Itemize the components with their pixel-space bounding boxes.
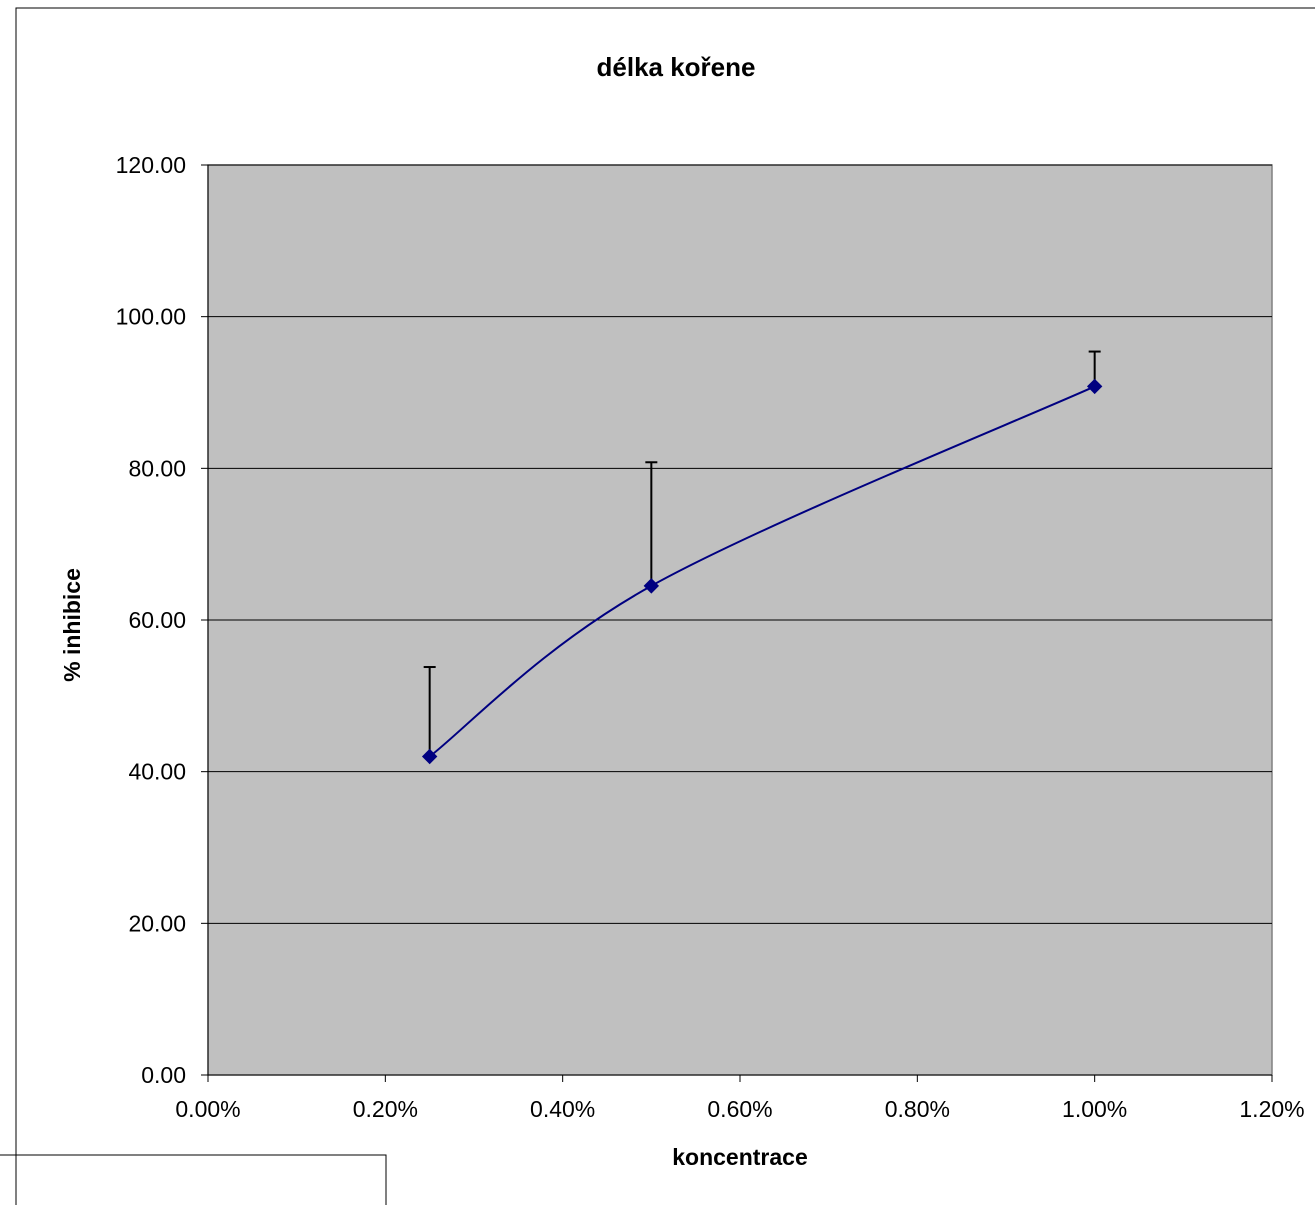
series-line (429, 385, 1096, 758)
x-axis-label: koncentrace (672, 1144, 808, 1170)
x-tick-label: 1.20% (1239, 1096, 1304, 1122)
data-point-marker (643, 578, 660, 594)
x-tick-label: 0.40% (530, 1096, 595, 1122)
error-bars (423, 350, 1101, 757)
chart-title: délka kořene (597, 52, 756, 82)
y-tick-label: 0.00 (141, 1062, 186, 1088)
y-tick-label: 20.00 (128, 910, 186, 936)
x-tick-label: 1.00% (1062, 1096, 1127, 1122)
x-tick-label: 0.20% (353, 1096, 418, 1122)
y-tick-label: 100.00 (116, 304, 186, 330)
data-point-marker (1086, 378, 1103, 395)
y-axis-ticks: 0.00 20.00 40.00 60.00 80.00 100.00 120.00 (116, 152, 208, 1088)
y-tick-label: 60.00 (128, 607, 186, 633)
lower-border-fragment (0, 1154, 387, 1205)
gridlines (208, 164, 1272, 924)
data-point-marker (421, 748, 438, 765)
x-axis-ticks: 0.00% 0.20% 0.40% 0.60% 0.80% 1.00% 1.20% (175, 1075, 1305, 1122)
y-tick-label: 40.00 (128, 759, 186, 785)
y-tick-label: 80.00 (128, 455, 186, 481)
data-markers (421, 378, 1103, 765)
x-tick-label: 0.00% (175, 1096, 240, 1122)
x-tick-label: 0.60% (707, 1096, 772, 1122)
y-axis-label: % inhibice (59, 568, 85, 682)
x-tick-label: 0.80% (885, 1096, 950, 1122)
y-tick-label: 120.00 (116, 152, 186, 178)
